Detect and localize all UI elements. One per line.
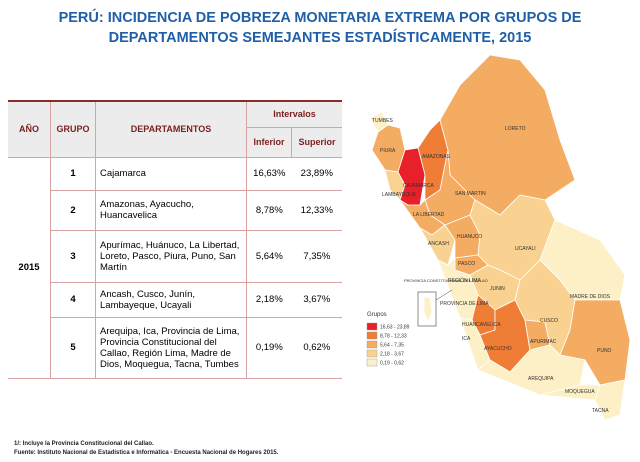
table-cell: 7,35% [291,230,342,283]
table-body: 2015 1 Cajamarca 16,63% 23,89% 2 Amazonas, Aya… [8,157,342,379]
title-line: PERÚ: INCIDENCIA DE POBREZA MONETARIA EX… [58,10,582,26]
footnote: 1/: Incluye la Provincia Constitucional … [14,441,154,447]
table-cell: Arequipa, Ica, Provincia de Lima, Provin… [95,317,247,379]
table-cell: Ancash, Cusco, Junín, Lambayeque, Ucayal… [95,282,247,318]
inset-line [435,289,453,301]
table-cell: 4 [50,282,96,318]
map-label: PUNO [597,348,612,354]
legend-swatch [366,322,378,331]
table-cell: 2015 [8,157,51,379]
map-label: PROVINCIA CONSTITUCIONAL DEL CALLAO [404,278,488,283]
map-label: CUSCO [540,318,558,324]
map-labels: TUMBES PIURA LORETO AMAZONAS CAJAMARCA LAMBAY… [372,118,612,414]
header-cell: GRUPO [50,101,96,158]
map-label: MOQUEGUA [565,389,595,395]
legend-title: Grupos [367,312,387,318]
header-cell: Superior [291,127,342,158]
legend-label: 2,18 - 3,67 [380,352,404,358]
map-label: REGIÓN LIMA [448,277,481,284]
map-label: LA LIBERTAD [413,212,445,218]
legend-swatch [366,331,378,340]
table-cell: Cajamarca [95,157,247,191]
map-label: PROVINCIA DE LIMA [440,301,489,307]
table-cell: 1 [50,157,96,191]
legend-label: 0,19 - 0,62 [380,361,404,367]
table-cell: 3,67% [291,282,342,318]
map-label: HUANUCO [457,234,482,240]
table-cell: Amazonas, Ayacucho, Huancavelica [95,190,247,231]
inset-region [423,295,433,324]
region [594,379,626,421]
map-label: ANCASH [428,241,449,247]
map-label: ICA [462,336,471,342]
table-row: 2 Amazonas, Ayacucho, Huancavelica 8,78% 12… [8,190,342,231]
map-label: MADRE DE DIOS [570,294,611,300]
legend-swatch [366,349,378,358]
table-cell: 5 [50,317,96,379]
legend: 16,63 - 23,89 8,78 - 12,33 5,64 - 7,35 2,18… [366,322,410,367]
header-cell: Intervalos [246,101,342,128]
map-label: LAMBAYEQUE [382,192,417,198]
map-label: AYACUCHO [484,346,512,352]
table-cell: 12,33% [291,190,342,231]
map-label: CAJAMARCA [403,183,435,189]
region [397,147,426,206]
legend-label: 8,78 - 12,33 [380,334,407,340]
table-cell: 2 [50,190,96,231]
header-cell: AÑO [8,101,51,158]
map-label: SAN MARTIN [455,191,486,197]
table-row: 2015 1 Cajamarca 16,63% 23,89% [8,157,342,379]
map-label: TACNA [592,408,609,414]
map-label: LORETO [505,126,526,132]
map: TUMBES PIURA LORETO AMAZONAS CAJAMARCA LAMBAY… [366,54,631,421]
legend-label: 16,63 - 23,89 [380,325,410,331]
map-label: AREQUIPA [528,376,554,382]
map-label: TUMBES [372,118,394,124]
table-row: 5 Arequipa, Ica, Provincia de Lima, Provi… [8,317,342,379]
table-cell: Apurímac, Huánuco, La Libertad, Loreto, … [95,230,247,283]
table-row: 4 Ancash, Cusco, Junín, Lambayeque, Ucaya… [8,282,342,318]
table-cell: 0,62% [291,317,342,379]
map-label: PASCO [458,261,475,267]
legend-swatch [366,358,378,367]
map-label: AMAZONAS [422,154,451,160]
table-row: 3 Apurímac, Huánuco, La Libertad, Loreto,… [8,230,342,283]
map-label: JUNIN [490,286,505,292]
map-label: UCAYALI [515,246,536,252]
table-cell: 3 [50,230,96,283]
title-line: DEPARTAMENTOS SEMEJANTES ESTADÍSTICAMENT… [108,30,532,46]
table-cell: 23,89% [291,157,342,191]
table-cell: 0,19% [246,317,292,379]
header-cell: DEPARTAMENTOS [95,101,247,158]
source-note: Fuente: Instituto Nacional de Estadístic… [14,450,279,456]
map-label: HUANCAVELICA [462,322,501,328]
legend-swatch [366,340,378,349]
table-cell: 2,18% [246,282,292,318]
table: AÑO GRUPO DEPARTAMENTOS Intervalos Infer… [8,100,342,379]
map-label: APURIMAC [530,339,557,345]
header-cell: Inferior [246,127,293,158]
table-cell: 16,63% [246,157,292,191]
legend-label: 5,64 - 7,35 [380,343,404,349]
map-label: PIURA [380,148,396,154]
table-cell: 5,64% [246,230,292,283]
regions [369,54,631,421]
table-cell: 8,78% [246,190,292,231]
